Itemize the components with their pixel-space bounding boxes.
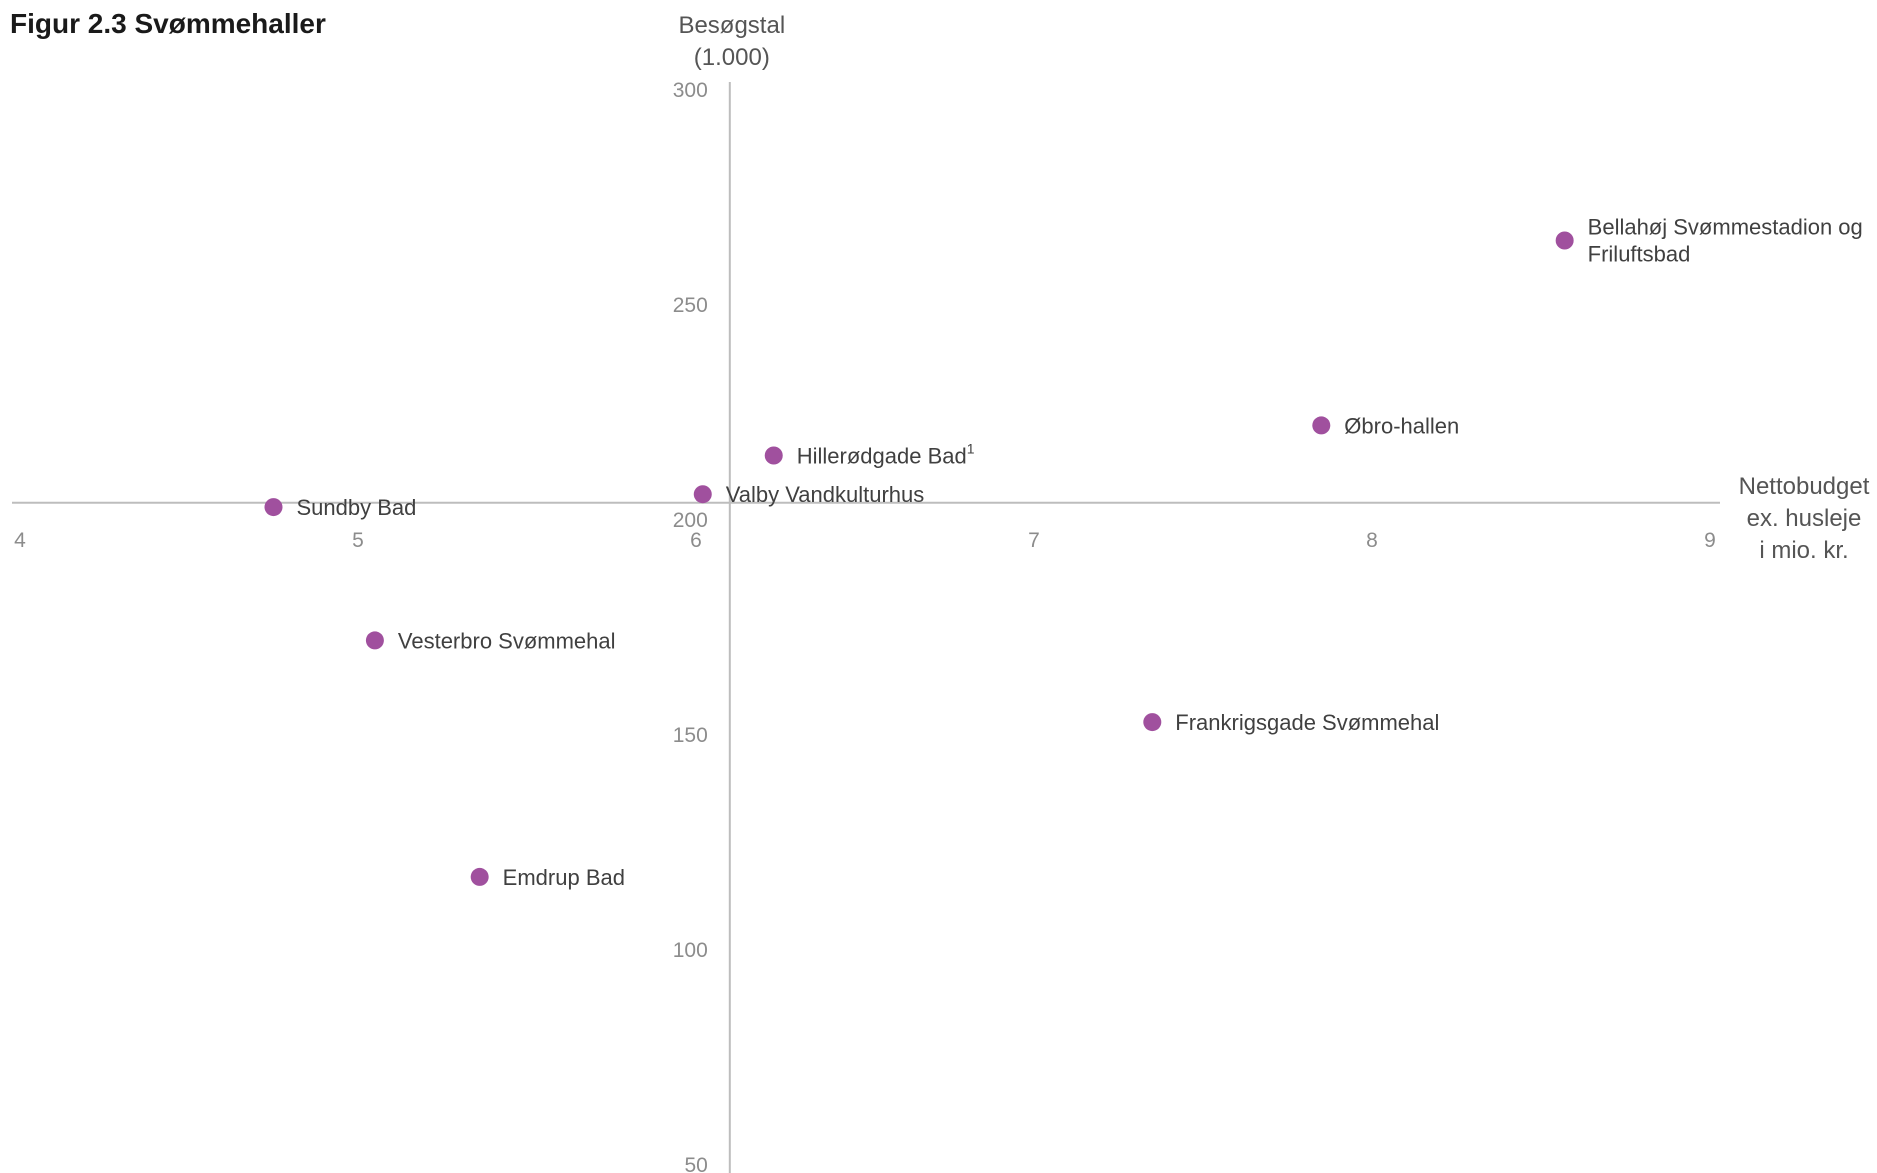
x-tick-label: 5 [352,529,364,552]
point-marker [264,498,283,517]
point-marker [1555,231,1574,250]
axes [12,82,1720,1173]
data-point: Vesterbro Svømmehal [365,628,616,653]
point-label: Hillerødgade Bad1 [797,441,975,469]
point-marker [1312,416,1331,435]
y-axis-title: Besøgstal (1.000) [678,12,785,71]
point-label: Sundby Bad [297,495,417,520]
x-axis-title: Nettobudget ex. husleje i mio. kr. [1739,473,1870,564]
point-marker [764,446,783,465]
point-label: Valby Vandkulturhus [726,482,925,507]
y-tick-label: 150 [673,724,708,747]
point-marker [365,631,384,650]
footnote-mark: 1 [967,441,975,457]
x-tick-label: 9 [1704,529,1716,552]
x-tick-label: 6 [690,529,702,552]
point-label: Bellahøj Svømmestadion og Friluftsbad [1588,215,1863,267]
y-tick-label: 250 [673,294,708,317]
data-point: Frankrigsgade Svømmehal [1143,710,1439,735]
point-label: Frankrigsgade Svømmehal [1175,710,1439,735]
y-tick-label: 300 [673,79,708,102]
y-tick-label: 50 [684,1154,707,1173]
point-label: Øbro-hallen [1344,413,1459,438]
tick-labels: 4 5 6 7 8 9 300 250 200 150 100 50 [14,79,1716,1173]
point-marker [693,485,712,504]
data-point: Valby Vandkulturhus [693,482,925,507]
figure-title: Figur 2.3 Svømmehaller [10,8,326,39]
x-tick-label: 4 [14,529,26,552]
y-tick-label: 100 [673,939,708,962]
point-label: Emdrup Bad [503,865,625,890]
data-point: Sundby Bad [264,495,417,520]
axis-titles: Besøgstal (1.000) Nettobudget ex. husleje i … [678,12,1869,564]
y-tick-label: 200 [673,509,708,532]
data-point: Hillerødgade Bad1 [764,441,975,469]
point-label: Vesterbro Svømmehal [398,628,616,653]
data-point: Øbro-hallen [1312,413,1459,438]
data-point: Emdrup Bad [470,865,625,890]
x-tick-label: 8 [1366,529,1378,552]
x-tick-label: 7 [1028,529,1040,552]
point-marker [1143,713,1162,732]
data-point: Bellahøj Svømmestadion og Friluftsbad [1555,215,1863,267]
point-marker [470,867,489,886]
data-points: Bellahøj Svømmestadion og Friluftsbad Øbro… [264,215,1863,890]
